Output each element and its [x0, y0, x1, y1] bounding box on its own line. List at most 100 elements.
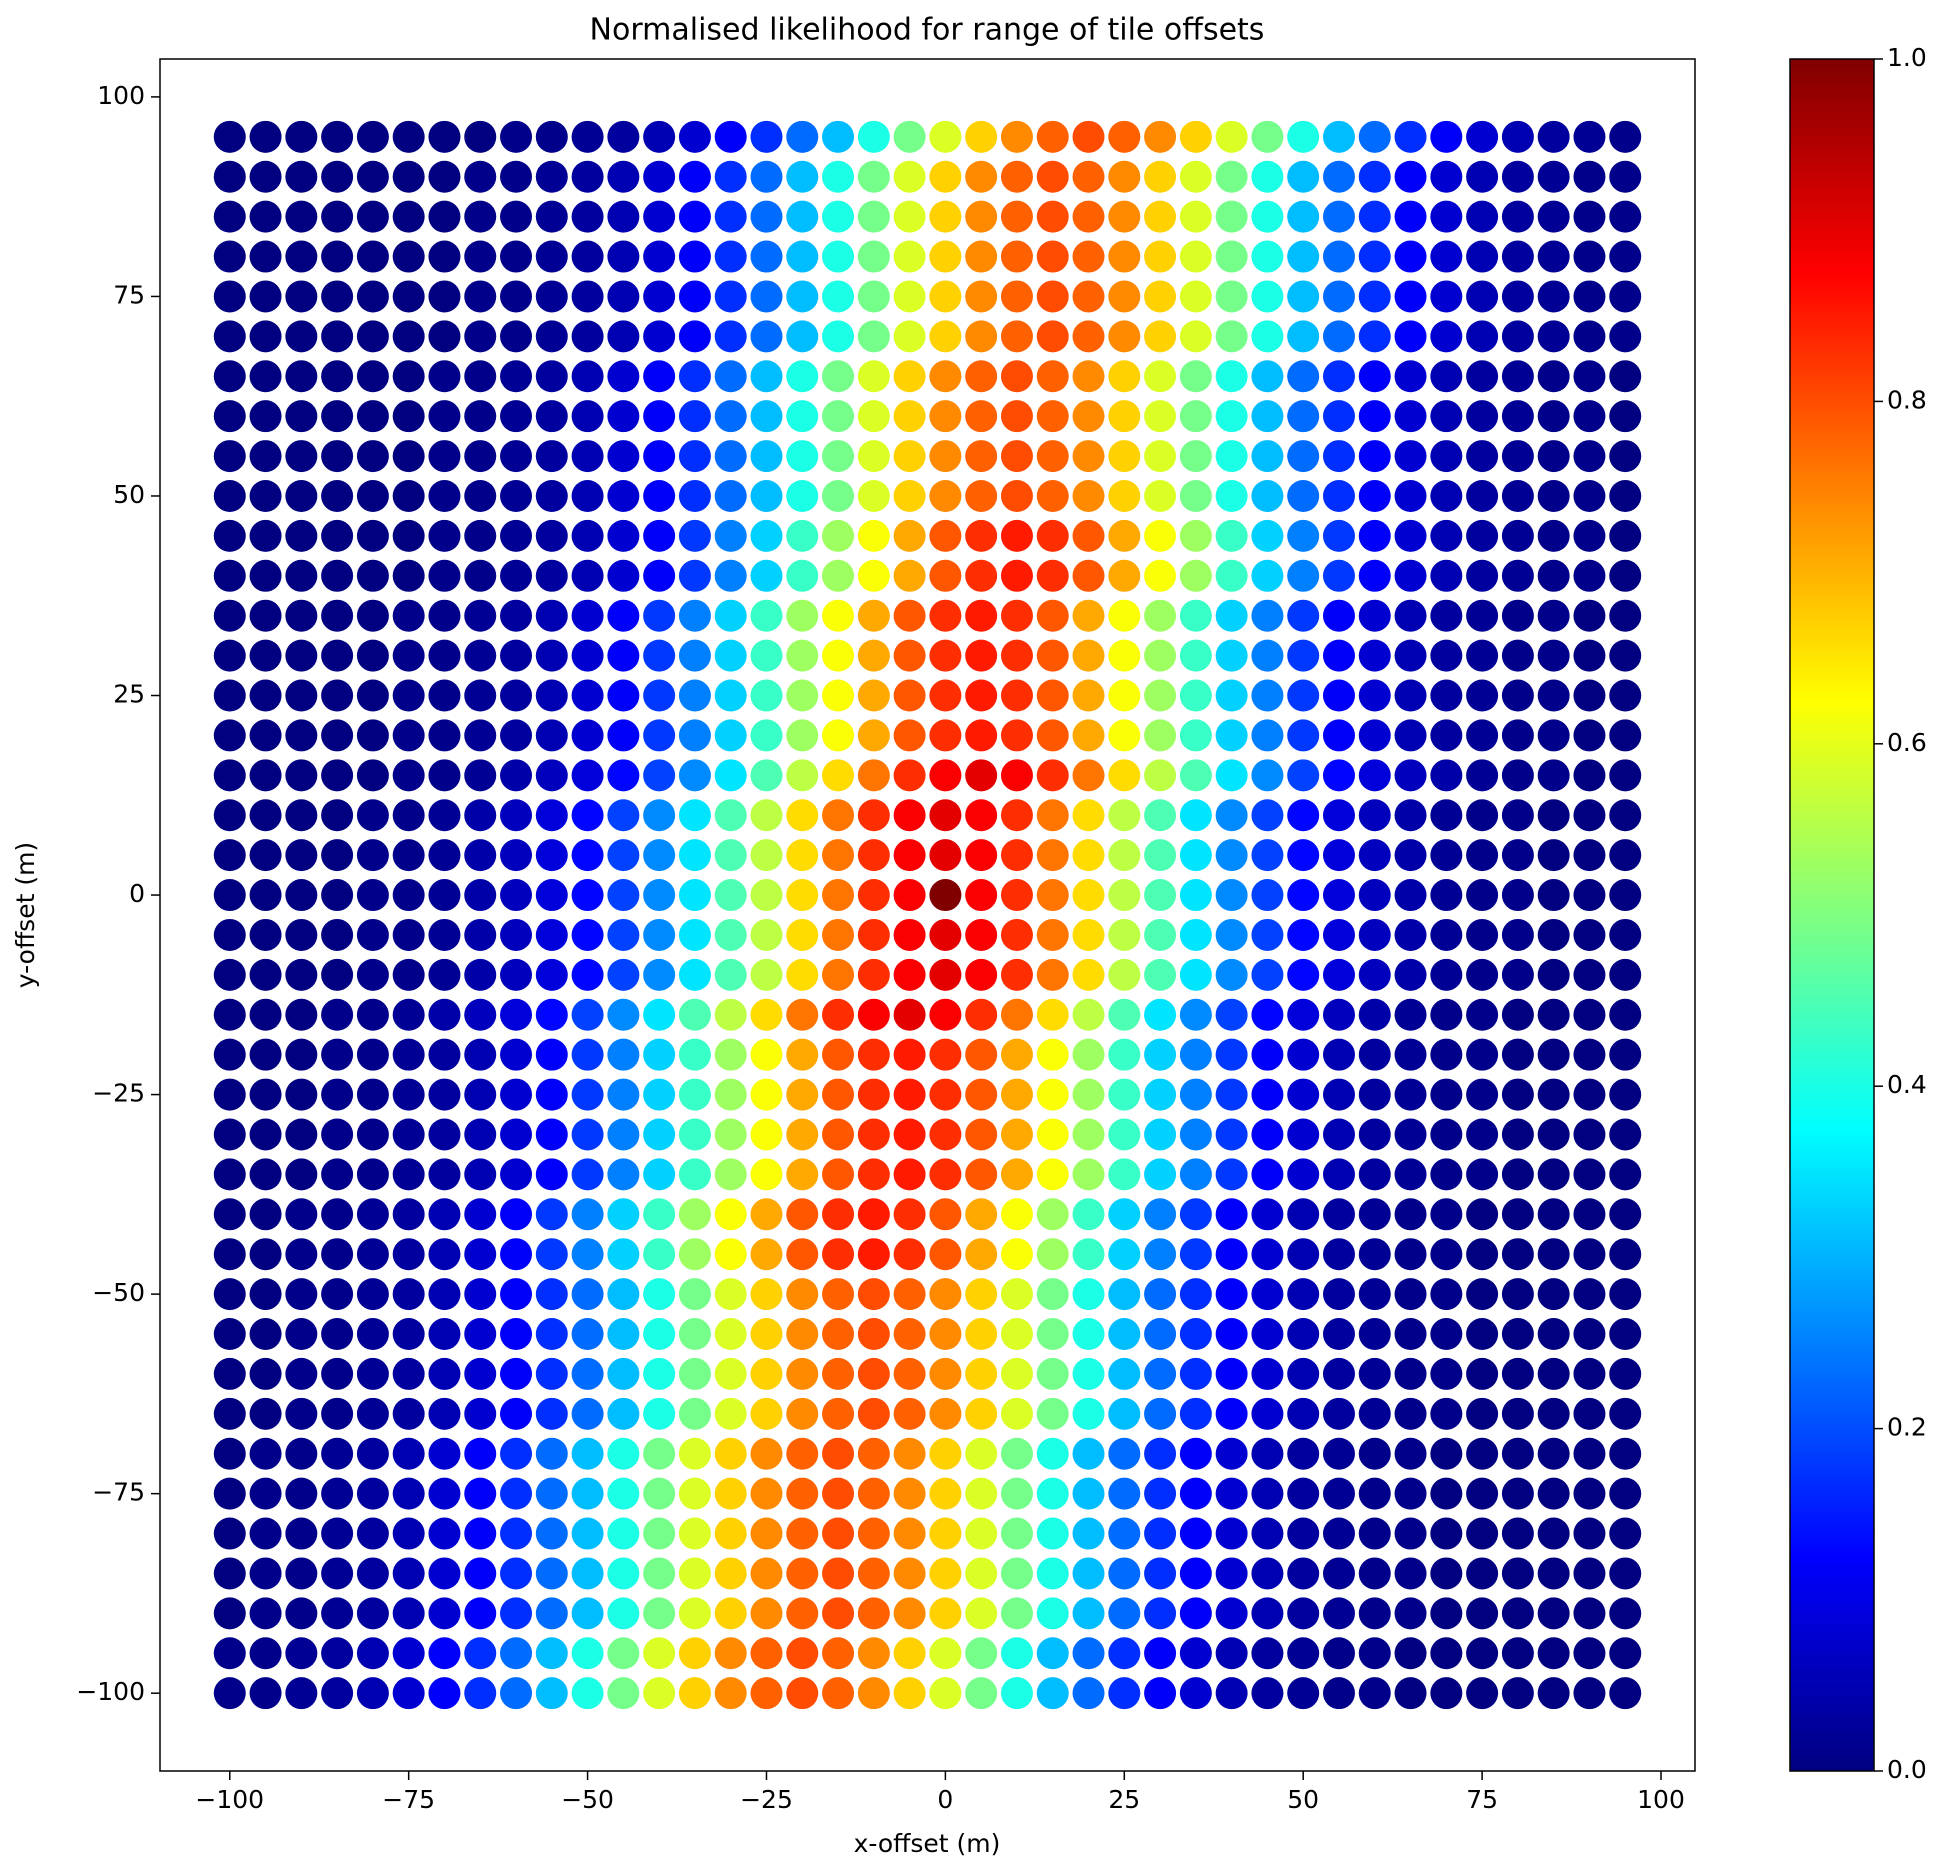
point [607, 1557, 640, 1590]
point [607, 360, 640, 393]
point [428, 1078, 461, 1111]
point [428, 958, 461, 991]
point [678, 400, 711, 433]
point [1108, 918, 1141, 951]
x-tick-label: −100 [195, 1785, 264, 1814]
point [678, 1038, 711, 1071]
point [1322, 1318, 1355, 1351]
point [392, 1677, 425, 1710]
point [249, 998, 282, 1031]
point [571, 679, 604, 712]
point [1609, 240, 1642, 273]
point [1144, 280, 1177, 313]
point [392, 1597, 425, 1630]
point [714, 918, 747, 951]
point [607, 879, 640, 912]
point [1144, 1038, 1177, 1071]
point [750, 719, 783, 752]
point [1000, 679, 1033, 712]
point [249, 280, 282, 313]
point [1609, 998, 1642, 1031]
point [535, 200, 568, 233]
point [356, 1198, 389, 1231]
point [464, 120, 497, 153]
point [428, 360, 461, 393]
point [213, 1238, 246, 1271]
point [1501, 918, 1534, 951]
point [786, 1318, 819, 1351]
point [1394, 1078, 1427, 1111]
point [1573, 1038, 1606, 1071]
point [1072, 440, 1105, 473]
point [1430, 1078, 1463, 1111]
point [500, 759, 533, 792]
point [285, 1397, 318, 1430]
point [356, 280, 389, 313]
point [1036, 639, 1069, 672]
point [356, 1557, 389, 1590]
point [1036, 918, 1069, 951]
point [1251, 918, 1284, 951]
point [750, 1118, 783, 1151]
point [1144, 1517, 1177, 1550]
point [1501, 958, 1534, 991]
point [1537, 559, 1570, 592]
point [1358, 559, 1391, 592]
x-tick-label: 50 [1287, 1785, 1319, 1814]
point [750, 160, 783, 193]
point [285, 958, 318, 991]
point [535, 998, 568, 1031]
point [1072, 1278, 1105, 1311]
point [678, 918, 711, 951]
point [1287, 879, 1320, 912]
point [500, 1278, 533, 1311]
point [213, 1357, 246, 1390]
point [929, 1357, 962, 1390]
point [965, 1038, 998, 1071]
point [321, 559, 354, 592]
point [535, 1158, 568, 1191]
point [1072, 280, 1105, 313]
point [1144, 1637, 1177, 1670]
point [750, 479, 783, 512]
point [1072, 1477, 1105, 1510]
point [1000, 120, 1033, 153]
point [822, 1637, 855, 1670]
point [1537, 200, 1570, 233]
point [249, 1677, 282, 1710]
point [1358, 799, 1391, 832]
point [428, 1397, 461, 1430]
point [1036, 360, 1069, 393]
point [1036, 1038, 1069, 1071]
point [1322, 240, 1355, 273]
point [893, 160, 926, 193]
point [750, 1357, 783, 1390]
point [1537, 679, 1570, 712]
point [786, 1557, 819, 1590]
point [678, 759, 711, 792]
point [1287, 519, 1320, 552]
point [929, 839, 962, 872]
point [1179, 599, 1212, 632]
point [428, 1238, 461, 1271]
point [1322, 1158, 1355, 1191]
point [535, 360, 568, 393]
point [1394, 1278, 1427, 1311]
point [1430, 998, 1463, 1031]
point [1108, 1118, 1141, 1151]
point [1036, 759, 1069, 792]
point [1179, 360, 1212, 393]
point [822, 1397, 855, 1430]
point [929, 639, 962, 672]
point [1394, 1677, 1427, 1710]
point [321, 360, 354, 393]
point [1358, 1677, 1391, 1710]
point [464, 1477, 497, 1510]
point [643, 1557, 676, 1590]
point [321, 879, 354, 912]
point [786, 639, 819, 672]
point [678, 1078, 711, 1111]
point [428, 1198, 461, 1231]
point [607, 719, 640, 752]
point [750, 1677, 783, 1710]
